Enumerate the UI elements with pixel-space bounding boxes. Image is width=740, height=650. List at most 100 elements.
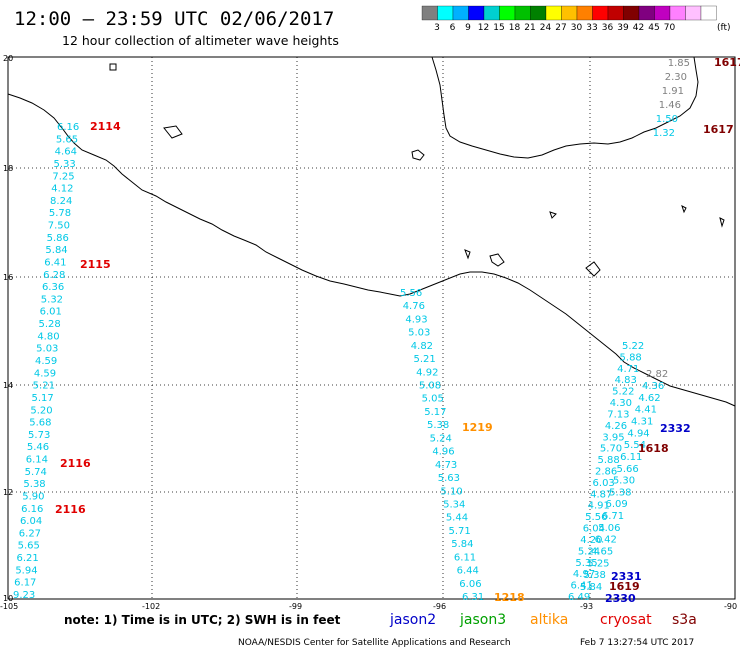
lat-label-18: 18 — [3, 164, 13, 173]
swh-value: 4.93 — [405, 314, 427, 325]
colorbar-swatch — [499, 5, 516, 21]
colorbar-label: 45 — [648, 23, 659, 33]
footer-timestamp: Feb 7 13:27:54 UTC 2017 — [580, 638, 694, 648]
swh-value: 5.46 — [27, 442, 49, 453]
swh-value: 5.68 — [29, 418, 51, 429]
swh-value: 5.17 — [32, 393, 54, 404]
colorbar-swatch — [592, 5, 609, 21]
swh-value: 5.38 — [609, 487, 631, 498]
colorbar-label: 6 — [450, 23, 456, 33]
lat-label-12: 12 — [3, 488, 13, 497]
track-2114-time-labels: 2114 2115 2116 2116 — [55, 120, 121, 516]
colorbar-label: 18 — [509, 23, 521, 33]
swh-value: 5.24 — [578, 546, 600, 557]
swh-value: 5.21 — [413, 354, 435, 365]
swh-value: 6.21 — [16, 553, 38, 564]
island — [464, 249, 471, 260]
swh-value: 3.95 — [602, 432, 624, 443]
island — [163, 125, 183, 139]
coastline — [7, 56, 736, 407]
lat-label-10: 10 — [3, 594, 13, 603]
swh-value: 6.16 — [57, 122, 79, 133]
colorbar-label: 27 — [555, 23, 566, 33]
swh-value: 6.42 — [595, 535, 617, 546]
time-label-1218: 1218 — [494, 591, 525, 604]
colorbar-swatch — [700, 5, 717, 21]
swh-value: 5.54 — [624, 440, 646, 451]
swh-value: 5.84 — [451, 539, 473, 550]
colorbar-swatch — [685, 5, 702, 21]
swh-value: 5.21 — [33, 381, 55, 392]
swh-value: 5.86 — [47, 233, 69, 244]
time-label-2114: 2114 — [90, 120, 121, 133]
swh-value: 6.71 — [602, 511, 624, 522]
colorbar-swatch — [545, 5, 562, 21]
swh-value: 4.30 — [610, 398, 632, 409]
time-label-2115: 2115 — [80, 258, 111, 271]
swh-value: 6.11 — [620, 452, 642, 463]
swh-value: 5.10 — [440, 486, 462, 497]
island — [109, 63, 117, 71]
swh-value: 5.22 — [612, 387, 634, 398]
lon-label-90: -90 — [724, 602, 737, 611]
track-1219-swh: 5.56 4.76 4.93 5.03 4.82 5.21 4.92 5.08 5.05 5.17… — [400, 288, 484, 603]
swh-value: 6.16 — [21, 504, 43, 515]
swh-value: 5.63 — [438, 473, 460, 484]
swh-value: 5.30 — [613, 476, 635, 487]
legend-jason2: jason2 — [389, 612, 436, 628]
swh-value: 4.26 — [605, 421, 627, 432]
swh-value: 4.36 — [642, 381, 664, 392]
footer-credit: NOAA/NESDIS Center for Satellite Applica… — [238, 638, 511, 648]
swh-value: 5.05 — [422, 394, 444, 405]
swh-value: 5.56 — [585, 512, 607, 523]
swh-value: 4.59 — [34, 368, 56, 379]
gulf-coastline — [431, 56, 699, 159]
island — [719, 217, 725, 228]
legend-jason3: jason3 — [459, 612, 506, 628]
swh-value: 6.11 — [454, 552, 476, 563]
swh-value: 6.27 — [19, 528, 41, 539]
swh-value: 6.31 — [462, 592, 484, 603]
note-text: note: 1) Time is in UTC; 2) SWH is in fe… — [64, 613, 341, 627]
lon-label-105: -105 — [0, 602, 18, 611]
swh-value: 7.13 — [607, 409, 629, 420]
colorbar-label: 36 — [602, 23, 614, 33]
swh-value: 2.86 — [595, 467, 617, 478]
swh-value: 5.65 — [18, 541, 40, 552]
island — [411, 149, 425, 161]
time-label-2330: 2330 — [605, 592, 636, 605]
swh-value: 9.23 — [13, 590, 35, 601]
swh-value: 4.59 — [35, 356, 57, 367]
colorbar-swatch — [638, 5, 655, 21]
swh-value: 4.97 — [573, 569, 595, 580]
time-label-2331: 2331 — [611, 570, 642, 583]
swh-value: 4.64 — [55, 147, 77, 158]
colorbar-label: 30 — [571, 23, 583, 33]
swh-value: 7.25 — [52, 171, 74, 182]
time-label-1619: 1619 — [609, 580, 640, 593]
swh-value: 4.73 — [435, 460, 457, 471]
colorbar-swatch — [514, 5, 531, 21]
colorbar-swatch — [421, 5, 438, 21]
colorbar-swatch — [483, 5, 500, 21]
colorbar-swatch — [623, 5, 640, 21]
swh-value: 1.85 — [668, 58, 690, 69]
swh-value: 4.87 — [590, 489, 612, 500]
swh-value: 6.49 — [568, 592, 590, 603]
swh-value: 5.03 — [36, 344, 58, 355]
swh-value: 4.76 — [403, 301, 425, 312]
swh-value: 5.88 — [620, 352, 642, 363]
lat-label-14: 14 — [3, 381, 13, 390]
swh-value: 6.36 — [42, 282, 64, 293]
swh-value: 4.96 — [432, 447, 454, 458]
colorbar-label: 33 — [586, 23, 597, 33]
colorbar-swatch — [530, 5, 547, 21]
colorbar-label: 21 — [524, 23, 535, 33]
track-2114-swh: 6.165.654.645.337.254.128.245.787.505.86… — [13, 122, 79, 601]
swh-value: 5.56 — [400, 288, 422, 299]
swh-value: 5.35 — [575, 558, 597, 569]
swh-value: 6.14 — [26, 455, 48, 466]
swh-value: 4.31 — [631, 416, 653, 427]
swh-value: 5.38 — [427, 420, 449, 431]
